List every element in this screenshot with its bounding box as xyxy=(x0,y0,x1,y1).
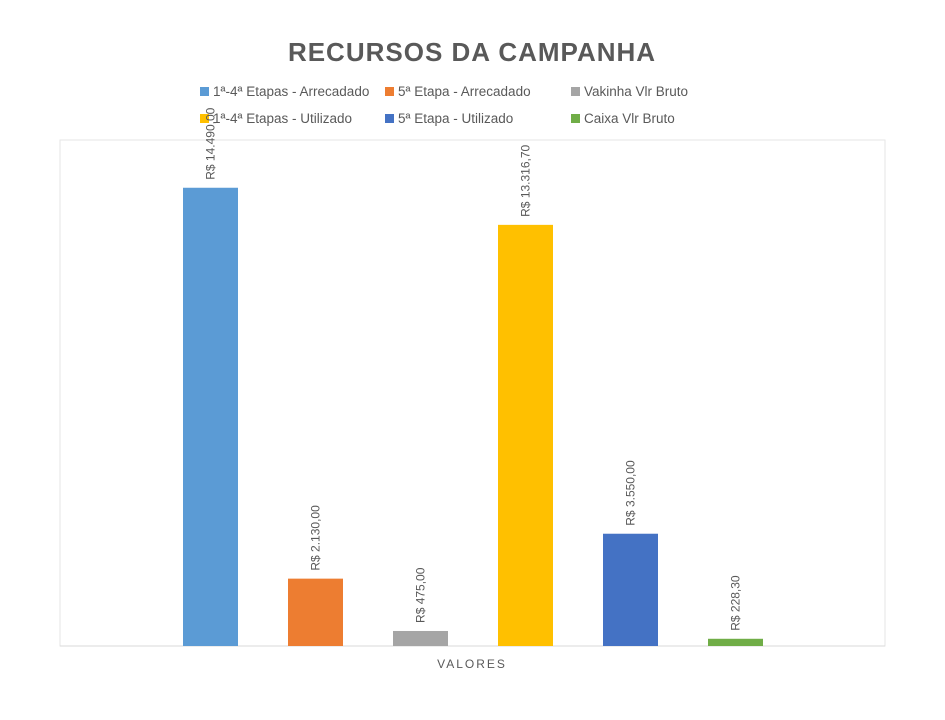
bar-2 xyxy=(288,578,343,646)
legend-entry-2: 5ª Etapa - Arrecadado xyxy=(398,84,531,99)
bar-4 xyxy=(498,224,553,646)
legend-swatch-5 xyxy=(385,114,394,123)
legend-entry-3: Vakinha Vlr Bruto xyxy=(584,84,688,99)
legend-swatch-6 xyxy=(571,114,580,123)
data-label-4: R$ 13.316,70 xyxy=(519,144,533,216)
x-axis-category-label: VALORES xyxy=(437,657,507,671)
bar-6 xyxy=(708,638,763,646)
legend-swatch-3 xyxy=(571,87,580,96)
legend-entry-4: 1ª-4ª Etapas - Utilizado xyxy=(213,111,352,126)
legend-entry-5: 5ª Etapa - Utilizado xyxy=(398,111,513,126)
data-labels: R$ 14.490,00 R$ 2.130,00 R$ 475,00 R$ 13.31… xyxy=(204,107,743,630)
legend-entry-6: Caixa Vlr Bruto xyxy=(584,111,675,126)
bar-5 xyxy=(603,533,658,646)
data-label-2: R$ 2.130,00 xyxy=(309,505,323,571)
data-label-1: R$ 14.490,00 xyxy=(204,107,218,179)
bar-3 xyxy=(393,630,448,646)
data-label-6: R$ 228,30 xyxy=(729,575,743,631)
legend-swatch-2 xyxy=(385,87,394,96)
chart-title: RECURSOS DA CAMPANHA xyxy=(288,37,656,67)
data-label-3: R$ 475,00 xyxy=(414,567,428,623)
legend-swatch-4 xyxy=(200,114,209,123)
bar-1 xyxy=(183,187,238,646)
data-label-5: R$ 3.550,00 xyxy=(624,460,638,526)
legend-swatch-1 xyxy=(200,87,209,96)
legend: 1ª-4ª Etapas - Arrecadado 5ª Etapa - Arre… xyxy=(200,84,688,126)
bars xyxy=(183,187,763,646)
legend-entry-1: 1ª-4ª Etapas - Arrecadado xyxy=(213,84,369,99)
